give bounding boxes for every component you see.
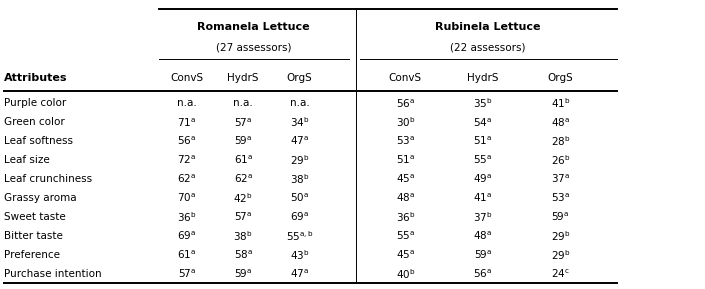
Text: 51$^{\mathregular{a}}$: 51$^{\mathregular{a}}$: [396, 154, 415, 166]
Text: Rubinela Lettuce: Rubinela Lettuce: [436, 23, 541, 32]
Text: Purchase intention: Purchase intention: [4, 269, 101, 279]
Text: 54$^{\mathregular{a}}$: 54$^{\mathregular{a}}$: [473, 116, 493, 129]
Text: n.a.: n.a.: [233, 98, 253, 108]
Text: Bitter taste: Bitter taste: [4, 231, 63, 241]
Text: 55$^{\mathregular{a}}$: 55$^{\mathregular{a}}$: [396, 230, 415, 242]
Text: 53$^{\mathregular{a}}$: 53$^{\mathregular{a}}$: [551, 192, 570, 204]
Text: 57$^{\mathregular{a}}$: 57$^{\mathregular{a}}$: [234, 116, 252, 129]
Text: 41$^{\mathregular{b}}$: 41$^{\mathregular{b}}$: [551, 97, 570, 110]
Text: 72$^{\mathregular{a}}$: 72$^{\mathregular{a}}$: [177, 154, 197, 166]
Text: 56$^{\mathregular{a}}$: 56$^{\mathregular{a}}$: [177, 135, 197, 147]
Text: HydrS: HydrS: [467, 73, 498, 83]
Text: 57$^{\mathregular{a}}$: 57$^{\mathregular{a}}$: [234, 211, 252, 223]
Text: 36$^{\mathregular{b}}$: 36$^{\mathregular{b}}$: [396, 210, 415, 224]
Text: 48$^{\mathregular{a}}$: 48$^{\mathregular{a}}$: [473, 230, 493, 242]
Text: 50$^{\mathregular{a}}$: 50$^{\mathregular{a}}$: [290, 192, 309, 204]
Text: 59$^{\mathregular{a}}$: 59$^{\mathregular{a}}$: [234, 268, 252, 280]
Text: 61$^{\mathregular{a}}$: 61$^{\mathregular{a}}$: [233, 154, 253, 166]
Text: HydrS: HydrS: [228, 73, 259, 83]
Text: 51$^{\mathregular{a}}$: 51$^{\mathregular{a}}$: [473, 135, 493, 147]
Text: ConvS: ConvS: [389, 73, 422, 83]
Text: 55$^{\mathregular{a}}$: 55$^{\mathregular{a}}$: [473, 154, 493, 166]
Text: (22 assessors): (22 assessors): [450, 43, 526, 53]
Text: Grassy aroma: Grassy aroma: [4, 193, 76, 203]
Text: 29$^{\mathregular{b}}$: 29$^{\mathregular{b}}$: [551, 248, 570, 262]
Text: 38$^{\mathregular{b}}$: 38$^{\mathregular{b}}$: [233, 229, 253, 243]
Text: 29$^{\mathregular{b}}$: 29$^{\mathregular{b}}$: [290, 153, 309, 167]
Text: 38$^{\mathregular{b}}$: 38$^{\mathregular{b}}$: [290, 172, 309, 186]
Text: n.a.: n.a.: [290, 98, 309, 108]
Text: Green color: Green color: [4, 117, 64, 127]
Text: 26$^{\mathregular{b}}$: 26$^{\mathregular{b}}$: [551, 153, 570, 167]
Text: 48$^{\mathregular{a}}$: 48$^{\mathregular{a}}$: [396, 192, 415, 204]
Text: Preference: Preference: [4, 250, 59, 260]
Text: Leaf size: Leaf size: [4, 155, 49, 165]
Text: n.a.: n.a.: [177, 98, 197, 108]
Text: 58$^{\mathregular{a}}$: 58$^{\mathregular{a}}$: [233, 249, 253, 261]
Text: 43$^{\mathregular{b}}$: 43$^{\mathregular{b}}$: [290, 248, 309, 262]
Text: 42$^{\mathregular{b}}$: 42$^{\mathregular{b}}$: [233, 191, 253, 205]
Text: 47$^{\mathregular{a}}$: 47$^{\mathregular{a}}$: [290, 268, 309, 280]
Text: 62$^{\mathregular{a}}$: 62$^{\mathregular{a}}$: [177, 173, 197, 185]
Text: 37$^{\mathregular{b}}$: 37$^{\mathregular{b}}$: [473, 210, 493, 224]
Text: 28$^{\mathregular{b}}$: 28$^{\mathregular{b}}$: [551, 134, 570, 148]
Text: 45$^{\mathregular{a}}$: 45$^{\mathregular{a}}$: [396, 249, 415, 261]
Text: OrgS: OrgS: [287, 73, 312, 83]
Text: 47$^{\mathregular{a}}$: 47$^{\mathregular{a}}$: [290, 135, 309, 147]
Text: Sweet taste: Sweet taste: [4, 212, 66, 222]
Text: 35$^{\mathregular{b}}$: 35$^{\mathregular{b}}$: [473, 97, 493, 110]
Text: 57$^{\mathregular{a}}$: 57$^{\mathregular{a}}$: [178, 268, 196, 280]
Text: 61$^{\mathregular{a}}$: 61$^{\mathregular{a}}$: [177, 249, 197, 261]
Text: 40$^{\mathregular{b}}$: 40$^{\mathregular{b}}$: [396, 267, 415, 281]
Text: 30$^{\mathregular{b}}$: 30$^{\mathregular{b}}$: [396, 115, 415, 129]
Text: Romanela Lettuce: Romanela Lettuce: [197, 23, 310, 32]
Text: 56$^{\mathregular{a}}$: 56$^{\mathregular{a}}$: [396, 97, 415, 110]
Text: Leaf softness: Leaf softness: [4, 136, 73, 146]
Text: 70$^{\mathregular{a}}$: 70$^{\mathregular{a}}$: [177, 192, 197, 204]
Text: 56$^{\mathregular{a}}$: 56$^{\mathregular{a}}$: [473, 268, 493, 280]
Text: 29$^{\mathregular{b}}$: 29$^{\mathregular{b}}$: [551, 229, 570, 243]
Text: 41$^{\mathregular{a}}$: 41$^{\mathregular{a}}$: [473, 192, 493, 204]
Text: 48$^{\mathregular{a}}$: 48$^{\mathregular{a}}$: [551, 116, 570, 129]
Text: 69$^{\mathregular{a}}$: 69$^{\mathregular{a}}$: [290, 211, 309, 223]
Text: 37$^{\mathregular{a}}$: 37$^{\mathregular{a}}$: [551, 173, 570, 185]
Text: 71$^{\mathregular{a}}$: 71$^{\mathregular{a}}$: [177, 116, 197, 129]
Text: 62$^{\mathregular{a}}$: 62$^{\mathregular{a}}$: [233, 173, 253, 185]
Text: Purple color: Purple color: [4, 98, 66, 108]
Text: 55$^{\mathregular{a,b}}$: 55$^{\mathregular{a,b}}$: [286, 229, 314, 243]
Text: (27 assessors): (27 assessors): [216, 43, 292, 53]
Text: ConvS: ConvS: [171, 73, 203, 83]
Text: 59$^{\mathregular{a}}$: 59$^{\mathregular{a}}$: [474, 249, 492, 261]
Text: 49$^{\mathregular{a}}$: 49$^{\mathregular{a}}$: [473, 173, 493, 185]
Text: 34$^{\mathregular{b}}$: 34$^{\mathregular{b}}$: [290, 115, 309, 129]
Text: 24$^{\mathregular{c}}$: 24$^{\mathregular{c}}$: [551, 268, 570, 280]
Text: Leaf crunchiness: Leaf crunchiness: [4, 174, 92, 184]
Text: 53$^{\mathregular{a}}$: 53$^{\mathregular{a}}$: [396, 135, 415, 147]
Text: 59$^{\mathregular{a}}$: 59$^{\mathregular{a}}$: [234, 135, 252, 147]
Text: 69$^{\mathregular{a}}$: 69$^{\mathregular{a}}$: [177, 230, 197, 242]
Text: OrgS: OrgS: [548, 73, 573, 83]
Text: 36$^{\mathregular{b}}$: 36$^{\mathregular{b}}$: [177, 210, 197, 224]
Text: Attributes: Attributes: [4, 73, 67, 83]
Text: 59$^{\mathregular{a}}$: 59$^{\mathregular{a}}$: [551, 211, 570, 223]
Text: 45$^{\mathregular{a}}$: 45$^{\mathregular{a}}$: [396, 173, 415, 185]
